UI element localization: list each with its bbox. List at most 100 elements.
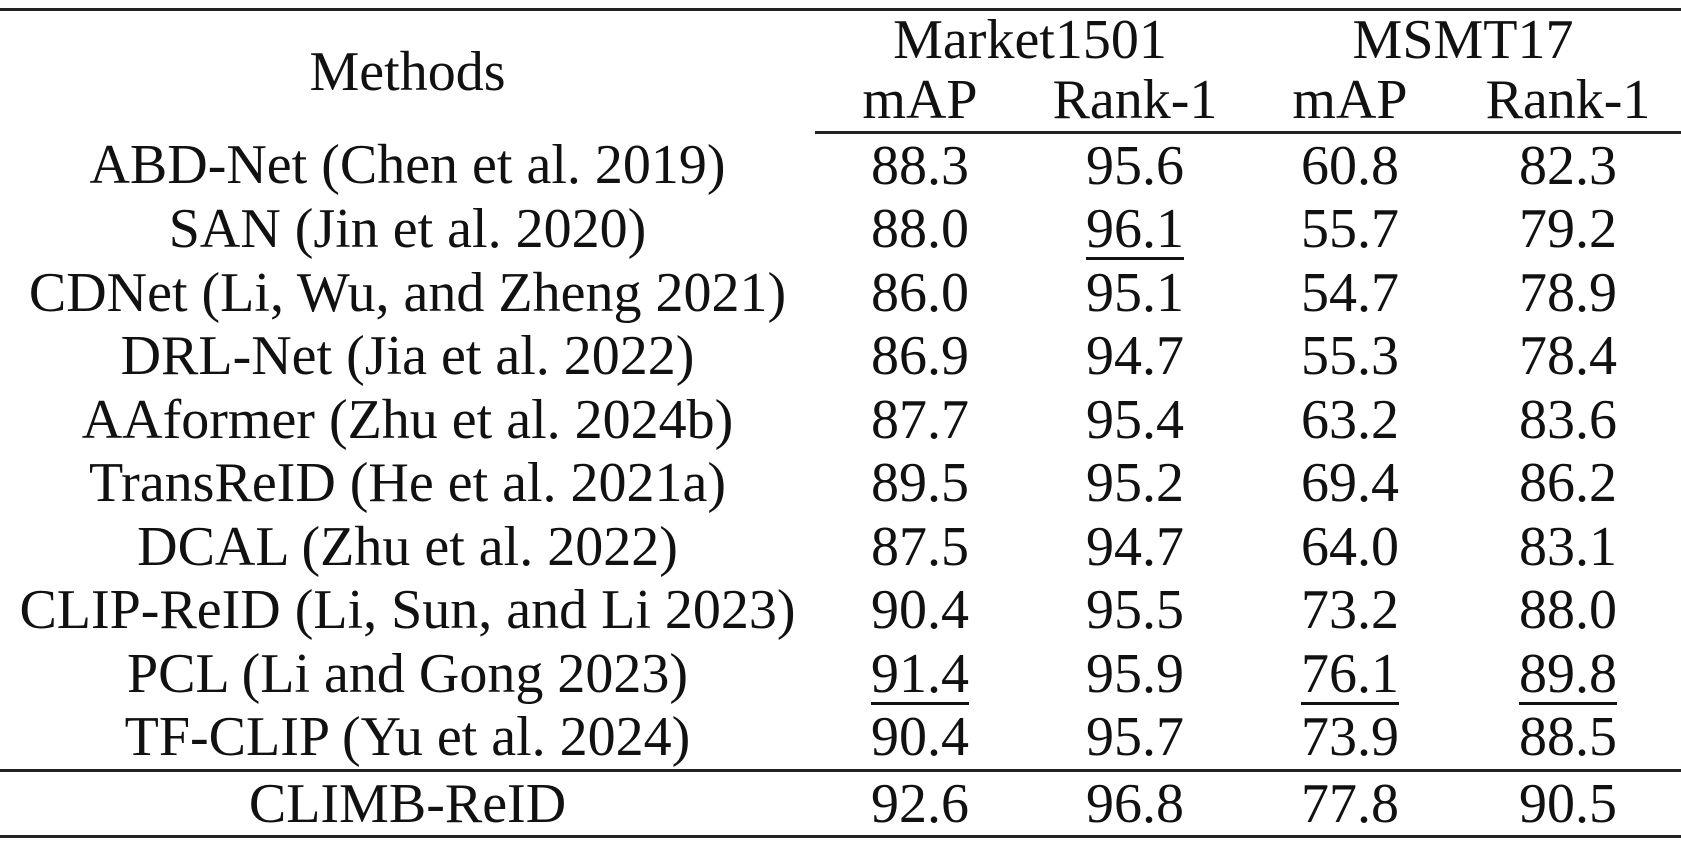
value-text: 88.5 <box>1519 706 1617 769</box>
method-name-cell: SAN (Jin et al. 2020) <box>168 198 647 261</box>
value-text: 69.4 <box>1301 452 1399 515</box>
value-text: 88.0 <box>871 198 969 261</box>
group-header-market1501: Market1501 <box>815 8 1245 69</box>
methods-header: Methods <box>0 8 815 133</box>
value-cell: 94.7 <box>1025 515 1245 579</box>
value-cell: 77.8 <box>1245 769 1455 838</box>
value-cell: 60.8 <box>1245 133 1455 198</box>
table-row: CLIP-ReID (Li, Sun, and Li 2023) 90.4 95.5… <box>0 579 1681 643</box>
value-cell: 78.4 <box>1455 325 1681 389</box>
value-cell: 63.2 <box>1245 388 1455 452</box>
header-group-row: Methods Market1501 MSMT17 <box>0 8 1681 133</box>
subheader-market-map: mAP <box>815 69 1025 134</box>
value-text: 55.7 <box>1301 198 1399 261</box>
value-cell: 86.9 <box>815 325 1025 389</box>
subheader-market-rank1: Rank-1 <box>1025 69 1245 134</box>
value-cell: 88.0 <box>815 198 1025 262</box>
value-text: 55.3 <box>1301 325 1399 388</box>
value-text: 95.2 <box>1086 452 1184 515</box>
value-cell: 95.5 <box>1025 579 1245 643</box>
value-text: 89.5 <box>871 452 969 515</box>
table-row: TF-CLIP (Yu et al. 2024) 90.4 95.7 73.9 88.5 <box>0 706 1681 771</box>
value-text: 63.2 <box>1301 388 1399 451</box>
value-cell: 64.0 <box>1245 515 1455 579</box>
value-text: 54.7 <box>1301 261 1399 324</box>
value-text: 86.2 <box>1519 452 1617 515</box>
value-text: 95.1 <box>1086 261 1184 324</box>
value-cell: 95.2 <box>1025 452 1245 516</box>
table-row: TransReID (He et al. 2021a) 89.5 95.2 69.4 8… <box>0 452 1681 516</box>
value-cell: 83.6 <box>1455 388 1681 452</box>
value-cell: 95.4 <box>1025 388 1245 452</box>
value-text: 86.0 <box>871 261 969 324</box>
method-name-cell: CDNet (Li, Wu, and Zheng 2021) <box>28 261 787 324</box>
method-name-cell: ABD-Net (Chen et al. 2019) <box>89 134 726 196</box>
value-cell: 95.6 <box>1025 133 1245 198</box>
value-text: 64.0 <box>1301 515 1399 578</box>
table-row: DCAL (Zhu et al. 2022) 87.5 94.7 64.0 83.1 <box>0 515 1681 579</box>
value-text: 78.9 <box>1519 261 1617 324</box>
value-cell: 88.3 <box>815 133 1025 198</box>
table-row: SAN (Jin et al. 2020) 88.0 96.1 55.7 79.2 <box>0 198 1681 262</box>
value-cell: 95.9 <box>1025 642 1245 706</box>
subheader-msmt-map: mAP <box>1245 69 1455 134</box>
value-cell: 95.7 <box>1025 706 1245 771</box>
value-cell: 90.4 <box>815 706 1025 771</box>
value-text: 95.9 <box>1086 642 1184 705</box>
value-cell: 88.5 <box>1455 706 1681 771</box>
method-name-cell: CLIP-ReID (Li, Sun, and Li 2023) <box>19 579 796 642</box>
value-cell: 89.8 <box>1455 642 1681 706</box>
value-cell: 73.2 <box>1245 579 1455 643</box>
value-cell: 96.1 <box>1025 198 1245 262</box>
table-row-ours: CLIMB-ReID 92.6 96.8 77.8 90.5 <box>0 769 1681 838</box>
value-text: 87.5 <box>871 515 969 578</box>
value-text: 89.8 <box>1519 642 1617 705</box>
value-cell: 90.4 <box>815 579 1025 643</box>
method-name-cell: DCAL (Zhu et al. 2022) <box>137 515 678 578</box>
method-name-cell: TF-CLIP (Yu et al. 2024) <box>124 706 691 769</box>
value-text: 88.3 <box>871 134 969 197</box>
value-text: 95.5 <box>1086 579 1184 642</box>
method-name-cell: CLIMB-ReID <box>0 769 815 838</box>
value-cell: 89.5 <box>815 452 1025 516</box>
ours-body: CLIMB-ReID 92.6 96.8 77.8 90.5 <box>0 769 1681 838</box>
value-cell: 86.0 <box>815 261 1025 325</box>
results-table: Methods Market1501 MSMT17 mAP Rank-1 mAP… <box>0 8 1681 838</box>
value-cell: 55.3 <box>1245 325 1455 389</box>
value-text: 78.4 <box>1519 325 1617 388</box>
value-cell: 90.5 <box>1455 769 1681 838</box>
value-cell: 73.9 <box>1245 706 1455 771</box>
value-text: 91.4 <box>871 642 969 705</box>
value-text: 95.6 <box>1086 134 1184 197</box>
value-text: 95.7 <box>1086 706 1184 769</box>
value-cell: 83.1 <box>1455 515 1681 579</box>
subheader-msmt-rank1: Rank-1 <box>1455 69 1681 134</box>
table-row: PCL (Li and Gong 2023) 91.4 95.9 76.1 89.8 <box>0 642 1681 706</box>
value-text: 73.9 <box>1301 706 1399 769</box>
value-cell: 87.7 <box>815 388 1025 452</box>
value-text: 76.1 <box>1301 642 1399 705</box>
table-body: ABD-Net (Chen et al. 2019) 88.3 95.6 60.8 82… <box>0 133 1681 771</box>
value-cell: 87.5 <box>815 515 1025 579</box>
value-text: 83.1 <box>1519 515 1617 578</box>
value-cell: 55.7 <box>1245 198 1455 262</box>
method-name-cell: DRL-Net (Jia et al. 2022) <box>120 325 695 388</box>
value-text: 88.0 <box>1519 579 1617 642</box>
value-text: 90.4 <box>871 706 969 769</box>
method-name-cell: TransReID (He et al. 2021a) <box>88 452 727 515</box>
value-text: 96.1 <box>1086 198 1184 261</box>
group-header-msmt17: MSMT17 <box>1245 8 1681 69</box>
value-text: 82.3 <box>1519 134 1617 197</box>
value-text: 95.4 <box>1086 388 1184 451</box>
value-cell: 69.4 <box>1245 452 1455 516</box>
value-text: 94.7 <box>1086 325 1184 388</box>
value-text: 90.4 <box>871 579 969 642</box>
value-cell: 95.1 <box>1025 261 1245 325</box>
value-text: 83.6 <box>1519 388 1617 451</box>
value-cell: 91.4 <box>815 642 1025 706</box>
method-name-cell: AAformer (Zhu et al. 2024b) <box>81 388 734 451</box>
value-cell: 76.1 <box>1245 642 1455 706</box>
value-text: 87.7 <box>871 388 969 451</box>
value-cell: 92.6 <box>815 769 1025 838</box>
value-cell: 94.7 <box>1025 325 1245 389</box>
